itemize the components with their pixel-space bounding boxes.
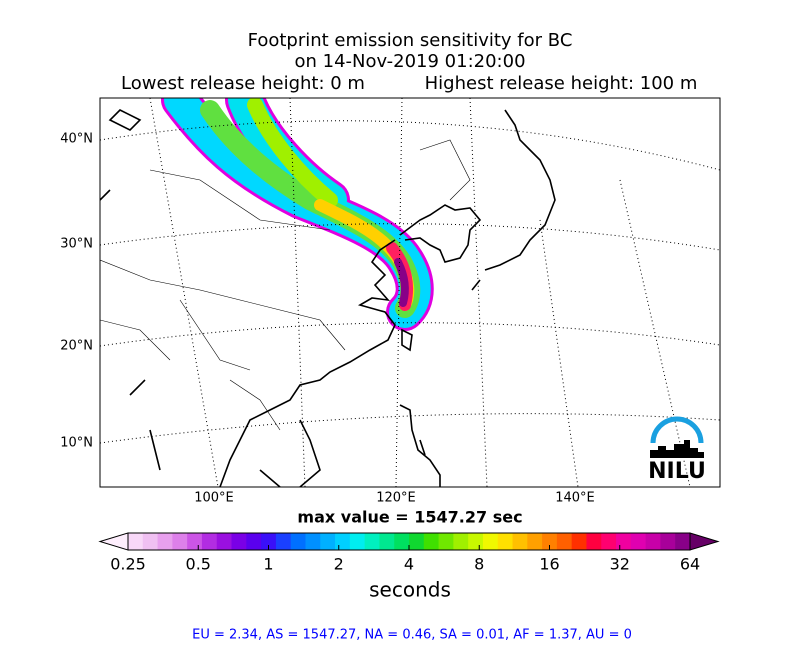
max-value: max value = 1547.27 sec [297,508,522,527]
colorbar-segment [290,533,306,550]
release-low: Lowest release height: 0 m [121,73,365,94]
colorbar-segment [172,533,188,550]
title-line: on 14-Nov-2019 01:20:00 [294,51,525,72]
colorbar-segment [527,533,543,550]
lon-label: 100°E [194,491,234,506]
colorbar-segment [157,533,173,550]
colorbar-segment [438,533,454,550]
colorbar-segment [364,533,380,550]
colorbar-segment [409,533,425,550]
lat-label: 20°N [60,339,93,354]
colorbar-segment [246,533,262,550]
colorbar-segment [349,533,366,550]
colorbar-label: seconds [369,578,451,602]
colorbar-segment [512,533,528,550]
colorbar-extend [98,532,129,551]
colorbar-segment [142,533,159,550]
colorbar-segment [335,533,351,550]
footer: EU = 2.34, AS = 1547.27, NA = 0.46, SA =… [192,628,632,643]
colorbar-segment [261,533,277,550]
colorbar-segment [128,533,144,550]
colorbar-segment [305,533,321,550]
lat-label: 10°N [60,436,93,451]
colorbar-segment [601,533,617,550]
colorbar-segment [482,533,499,550]
colorbar-extend [689,532,720,551]
colorbar-segment [231,533,247,550]
colorbar-segment [379,533,395,550]
lat-label: 30°N [60,237,93,252]
release-high: Highest release height: 100 m [425,73,698,94]
colorbar-segment [275,533,292,550]
logo: NILU [648,416,706,484]
colorbar-segment [616,533,632,550]
colorbar-segment [394,533,410,550]
colorbar-segment [542,533,558,550]
map-frame [99,97,721,488]
colorbar-tick-label: 8 [474,555,484,574]
colorbar-segment [497,533,514,550]
colorbar-segment [630,533,647,550]
colorbar-segment [556,533,573,550]
colorbar-segment [645,533,661,550]
colorbar-tick-label: 4 [404,555,414,574]
colorbar-segment [468,533,484,550]
colorbar-segment [453,533,469,550]
colorbar-segment [571,533,587,550]
lon-label: 140°E [555,491,595,506]
colorbar: 0.25 0.5 1 2 4 8 16 32 64 [98,532,720,574]
colorbar-tick-label: 16 [539,555,559,574]
title-line: Footprint emission sensitivity for BC [248,30,573,51]
colorbar-tick-label: 2 [334,555,344,574]
colorbar-segment [320,533,336,550]
colorbar-segment [660,533,676,550]
colorbar-tick-label: 32 [610,555,630,574]
colorbar-tick-label: 64 [680,555,700,574]
colorbar-segment [675,533,691,550]
map [100,98,720,487]
plume [161,98,434,331]
colorbar-segment [586,533,602,550]
colorbar-tick-label: 0.25 [110,555,146,574]
colorbar-tick-label: 0.5 [186,555,211,574]
colorbar-segment [201,533,218,550]
lon-label: 120°E [376,491,416,506]
colorbar-tick-label: 1 [263,555,273,574]
colorbar-segment [423,533,440,550]
colorbar-segment [187,533,203,550]
lat-label: 40°N [60,132,93,147]
colorbar-segment [216,533,233,550]
logo-text: NILU [648,459,706,484]
